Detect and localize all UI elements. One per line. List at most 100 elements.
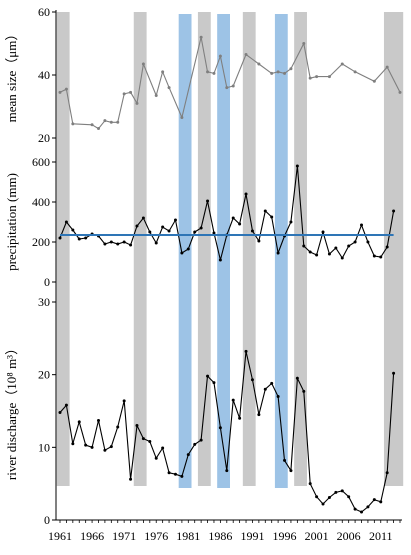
data-point [71,122,75,126]
data-point [340,489,344,493]
x-tick-label: 1976 [144,529,168,543]
gray-period-band [242,12,256,486]
data-point [109,120,113,124]
data-point [84,236,88,240]
data-point [270,215,274,219]
gray-period-band [133,12,147,486]
data-point [141,437,145,441]
data-point [327,495,331,499]
data-point [154,456,158,460]
data-point [84,443,88,447]
data-point [186,247,190,251]
data-point [315,253,319,257]
data-point [77,420,81,424]
data-point [257,62,261,66]
data-point [289,469,293,473]
data-point [122,92,126,96]
x-tick-label: 2001 [305,529,329,543]
data-point [90,445,94,449]
data-point [276,70,280,74]
data-point [161,446,165,450]
data-point [148,230,152,234]
data-point [206,199,210,203]
data-point [334,246,338,250]
data-point [302,42,306,45]
gray-period-band [197,12,211,486]
data-point [385,245,389,249]
data-point [173,218,177,222]
data-point [180,474,184,478]
data-point [193,230,197,234]
data-point [96,127,100,131]
data-point [238,222,242,226]
data-point [379,255,383,259]
data-point [71,442,75,446]
data-point [353,70,357,74]
data-point [231,398,235,402]
y-axis-label: mean size（μm） [4,28,19,123]
data-point [340,256,344,260]
gray-period-band [56,12,70,486]
data-point [372,254,376,258]
data-point [199,226,203,230]
data-point [283,71,287,75]
data-point [353,507,357,511]
data-point [103,242,107,246]
data-point [77,237,81,241]
data-point [372,498,376,502]
data-point [289,220,293,224]
data-point [154,241,158,245]
data-point [353,240,357,244]
data-point [270,381,274,385]
data-point [398,90,402,94]
data-point [218,426,222,430]
data-point [360,223,364,227]
data-point [103,448,107,452]
data-point [116,425,120,429]
gray-period-band [383,12,404,486]
data-point [238,416,242,420]
data-point [58,236,62,240]
data-point [289,67,293,71]
data-point [199,35,203,39]
data-point [295,376,299,380]
data-point [366,240,370,244]
x-tick-label: 1991 [240,529,264,543]
y-tick-label: 60 [38,5,50,19]
data-point [90,123,94,127]
data-point [366,505,370,509]
data-point [109,240,113,244]
data-point [129,477,133,481]
data-point [250,378,254,382]
data-point [64,403,68,407]
data-point [315,75,319,79]
x-tick-label: 1986 [208,529,232,543]
data-point [263,209,267,213]
data-point [64,220,68,224]
data-point [225,86,229,90]
data-point [308,482,312,486]
data-point [212,381,216,385]
y-tick-label: 0 [44,513,50,527]
data-point [141,216,145,220]
data-point [173,472,177,476]
panel-1: 0 200 400 600 precipitation (mm) [4,155,396,289]
data-point [295,164,299,168]
data-point [372,79,376,83]
data-point [148,440,152,444]
data-point [154,93,158,97]
data-point [231,216,235,220]
data-point [321,502,325,506]
data-point [180,251,184,255]
data-point [218,54,222,58]
data-point [180,116,184,120]
data-point [270,71,274,75]
data-point [141,62,145,66]
panel-0: 20 40 60 mean size（μm） [4,5,402,145]
data-point [334,490,338,494]
data-point [315,495,319,499]
y-tick-label: 600 [32,155,50,169]
data-point [250,229,254,233]
